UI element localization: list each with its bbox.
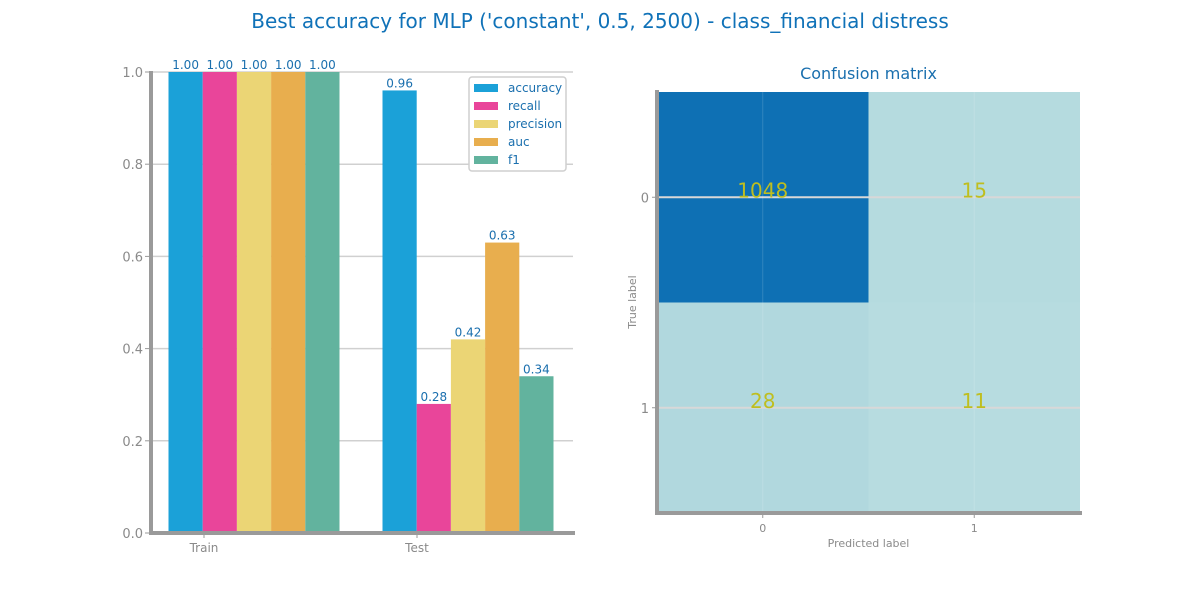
bar-recall-test — [416, 403, 451, 533]
legend-label-recall: recall — [508, 99, 541, 113]
heatmap-value: 28 — [750, 389, 775, 413]
legend-label-f1: f1 — [508, 153, 520, 167]
metrics-bar-chart: 0.0 0.2 0.4 0.6 0.8 1.0 1.00 1.00 1.00 1.00 1.00 Tr… — [122, 58, 575, 555]
bar-value-label: 0.96 — [386, 76, 413, 90]
bar-value-label: 1.00 — [206, 58, 233, 72]
figure-title: Best accuracy for MLP ('constant', 0.5, … — [251, 9, 949, 33]
bar-value-label: 0.42 — [455, 325, 482, 339]
confusion-matrix-chart: Confusion matrix 1048 15 28 11 0 1 0 1 Predicted … — [626, 64, 1082, 550]
legend-swatch-auc — [474, 138, 498, 146]
bar-accuracy-test — [382, 90, 417, 533]
bar-precision-test — [450, 339, 486, 533]
legend: accuracy recall precision auc f1 — [468, 76, 567, 172]
y-tick-label: 0.0 — [122, 527, 143, 542]
heatmap-title: Confusion matrix — [800, 64, 937, 83]
heatmap-value: 15 — [962, 178, 987, 202]
legend-label-auc: auc — [508, 135, 530, 149]
bar-precision-train — [236, 72, 272, 533]
heatmap-value: 1048 — [737, 178, 788, 202]
bar-auc-test — [485, 242, 520, 533]
heatmap-y-tick-label: 1 — [641, 402, 649, 417]
legend-swatch-precision — [474, 120, 498, 128]
bar-value-label: 0.28 — [420, 390, 447, 404]
bar-value-label: 0.34 — [523, 362, 550, 376]
bar-value-label: 0.63 — [489, 229, 516, 243]
y-tick-label: 0.6 — [122, 250, 143, 265]
bar-value-label: 1.00 — [309, 58, 336, 72]
y-tick-label: 0.4 — [122, 343, 143, 358]
bar-f1-train — [305, 72, 340, 533]
heatmap-x-axis-label: Predicted label — [828, 537, 910, 550]
bar-f1-test — [519, 376, 554, 533]
heatmap-y-axis-label: True label — [626, 275, 639, 329]
heatmap-y-tick-label: 0 — [641, 191, 649, 206]
bar-value-label: 1.00 — [172, 58, 199, 72]
y-tick-label: 0.2 — [122, 435, 143, 450]
heatmap-x-tick-label: 0 — [759, 522, 766, 535]
bar-auc-train — [271, 72, 306, 533]
legend-label-precision: precision — [508, 117, 562, 131]
bar-value-label: 1.00 — [241, 58, 268, 72]
bar-value-label: 1.00 — [275, 58, 302, 72]
x-tick-label: Train — [189, 541, 219, 555]
legend-swatch-f1 — [474, 156, 498, 164]
legend-box — [468, 76, 567, 172]
legend-label-accuracy: accuracy — [508, 81, 562, 95]
y-tick-label: 0.8 — [122, 158, 143, 173]
bar-recall-train — [202, 72, 237, 533]
heatmap-x-tick-label: 1 — [971, 522, 978, 535]
legend-swatch-recall — [474, 102, 498, 110]
heatmap-value: 11 — [962, 389, 987, 413]
x-tick-label: Test — [404, 541, 429, 555]
bar-accuracy-train — [168, 72, 203, 533]
y-tick-label: 1.0 — [122, 66, 143, 81]
legend-swatch-accuracy — [474, 84, 498, 92]
